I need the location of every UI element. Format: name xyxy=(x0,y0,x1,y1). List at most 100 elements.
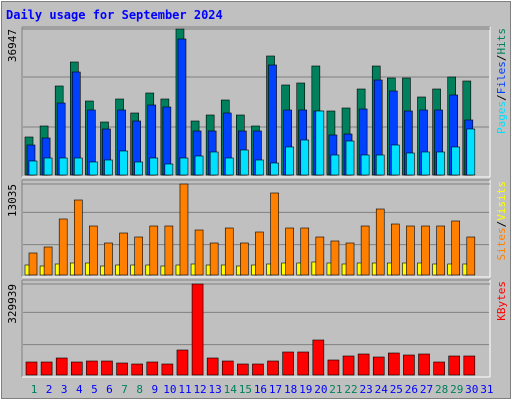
bar xyxy=(149,225,159,276)
bar xyxy=(209,242,219,276)
x-tick-label: 5 xyxy=(91,383,98,396)
bar xyxy=(209,151,219,176)
x-tick-label: 17 xyxy=(269,383,282,396)
bar xyxy=(55,357,68,376)
bar xyxy=(179,183,189,276)
x-tick-label: 18 xyxy=(284,383,297,396)
bar xyxy=(436,225,445,276)
bar xyxy=(237,363,249,376)
bar xyxy=(406,152,415,176)
bar xyxy=(89,225,98,276)
x-tick-label: 26 xyxy=(405,383,418,396)
bar xyxy=(119,232,128,276)
bar xyxy=(448,355,461,376)
bar xyxy=(255,159,264,176)
legend-separator: / xyxy=(495,94,508,101)
x-tick-label: 25 xyxy=(390,383,403,396)
bar xyxy=(436,151,445,176)
x-tick-label: 3 xyxy=(61,383,68,396)
legend-entry: Visits xyxy=(495,181,508,221)
bar xyxy=(451,146,461,176)
bar xyxy=(164,163,174,176)
x-tick-label: 28 xyxy=(435,383,448,396)
bar xyxy=(194,155,204,176)
x-tick-label: 30 xyxy=(465,383,478,396)
x-tick-label: 14 xyxy=(224,383,238,396)
x-tick-label: 7 xyxy=(121,383,128,396)
bar xyxy=(270,192,279,276)
legend-separator: / xyxy=(495,55,508,62)
bar xyxy=(28,252,38,276)
bar xyxy=(40,361,53,376)
bar xyxy=(300,139,310,176)
x-tick-label: 21 xyxy=(329,383,342,396)
bar xyxy=(255,231,264,276)
bar xyxy=(224,157,234,176)
bar xyxy=(25,361,38,376)
x-tick-label: 24 xyxy=(375,383,389,396)
bar xyxy=(391,223,400,276)
bar xyxy=(421,225,430,276)
bar xyxy=(268,64,277,176)
bar xyxy=(282,351,294,376)
bar xyxy=(70,361,83,376)
bar xyxy=(372,356,385,376)
bar xyxy=(463,355,476,376)
bar xyxy=(285,146,294,176)
x-tick-label: 31 xyxy=(480,383,493,396)
bar xyxy=(312,339,325,376)
bar xyxy=(73,199,83,276)
x-tick-label: 15 xyxy=(239,383,252,396)
bar xyxy=(327,359,340,376)
bar xyxy=(451,220,461,276)
bar xyxy=(58,218,68,276)
bar xyxy=(73,157,83,176)
x-tick-label: 10 xyxy=(163,383,176,396)
bar xyxy=(297,351,310,376)
bar xyxy=(315,236,325,276)
bar xyxy=(285,227,294,276)
bar xyxy=(161,363,174,376)
bar xyxy=(466,236,476,276)
bar xyxy=(240,242,249,276)
x-tick-label: 27 xyxy=(420,383,433,396)
bar xyxy=(146,361,159,376)
bar xyxy=(101,360,113,376)
bar xyxy=(403,354,415,376)
bar xyxy=(375,208,385,276)
x-tick-label: 6 xyxy=(106,383,113,396)
chart-title: Daily usage for September 2024 xyxy=(6,8,223,22)
y-tick-label: 36947 xyxy=(6,29,19,62)
bar xyxy=(43,246,53,276)
bar xyxy=(89,161,98,176)
legend: Sites/Visits xyxy=(495,181,508,261)
bar xyxy=(330,154,340,176)
x-tick-label: 22 xyxy=(344,383,357,396)
bar xyxy=(342,355,355,376)
legend-entry: KBytes xyxy=(495,281,508,321)
legend-separator: / xyxy=(495,221,508,228)
bar xyxy=(149,157,159,176)
bar xyxy=(433,361,445,376)
legend: KBytes xyxy=(495,281,508,321)
bar xyxy=(240,149,249,176)
y-tick-label: 329939 xyxy=(6,284,19,324)
x-tick-label: 12 xyxy=(193,383,206,396)
bar xyxy=(179,157,189,176)
x-tick-label: 16 xyxy=(254,383,267,396)
bar xyxy=(375,154,385,176)
bar xyxy=(406,225,415,276)
x-tick-label: 13 xyxy=(209,383,222,396)
x-tick-label: 19 xyxy=(299,383,312,396)
bar xyxy=(391,144,400,176)
bar xyxy=(360,225,370,276)
bar xyxy=(177,38,187,176)
x-tick-label: 2 xyxy=(46,383,53,396)
bar xyxy=(131,363,143,376)
bar xyxy=(28,160,38,176)
x-tick-label: 9 xyxy=(151,383,158,396)
bar xyxy=(104,159,113,176)
bar xyxy=(300,227,310,276)
